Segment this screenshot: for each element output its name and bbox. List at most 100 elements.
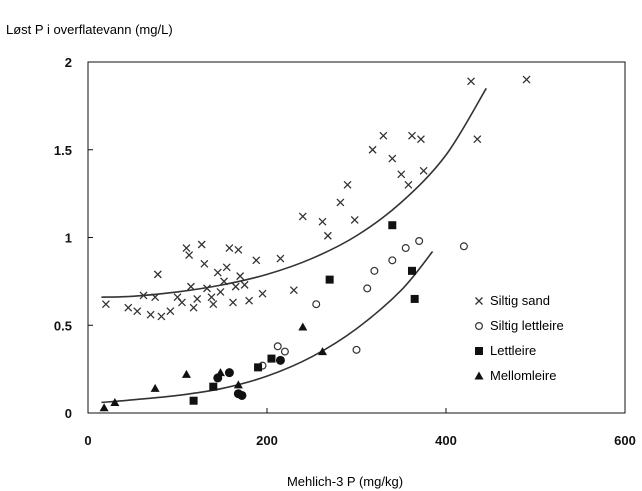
- y-tick-label: 1.5: [54, 143, 72, 158]
- point-circle: [401, 244, 410, 253]
- point-x: [234, 245, 243, 254]
- y-tick-label: 0: [65, 406, 72, 421]
- point-x: [200, 259, 209, 268]
- point-square: [254, 363, 263, 372]
- point-x: [222, 263, 231, 272]
- point-x: [404, 180, 413, 189]
- legend-label: Mellomleire: [490, 368, 556, 383]
- point-x: [197, 240, 206, 249]
- x-tick-label: 200: [256, 433, 278, 448]
- legend-marker-x: [475, 297, 483, 305]
- legend-label: Lettleire: [490, 343, 536, 358]
- point-x: [298, 212, 307, 221]
- point-circle: [273, 342, 282, 351]
- legend-label: Siltig lettleire: [490, 318, 564, 333]
- point-x: [229, 298, 237, 307]
- point-x: [231, 282, 240, 291]
- chart-title: Løst P i overflatevann (mg/L): [6, 22, 173, 37]
- y-tick-label: 2: [65, 55, 72, 70]
- point-circle: [312, 300, 321, 309]
- point-x: [368, 145, 377, 154]
- point-x: [193, 294, 202, 303]
- point-x: [379, 131, 388, 140]
- point-circle: [370, 266, 379, 275]
- point-x: [209, 300, 218, 309]
- point-x: [178, 298, 186, 307]
- point-x: [252, 256, 261, 265]
- x-axis: 0 200 400 600: [84, 408, 636, 448]
- point-filled-circle: [275, 355, 285, 365]
- point-x: [185, 251, 194, 260]
- point-x: [289, 286, 298, 295]
- point-x: [157, 312, 166, 321]
- x-tick-label: 400: [435, 433, 457, 448]
- x-tick-label: 600: [614, 433, 636, 448]
- point-circle: [459, 242, 468, 251]
- data-points: [99, 75, 531, 412]
- plot-area-frame: [87, 61, 626, 414]
- point-x: [146, 310, 155, 319]
- point-x: [101, 300, 110, 309]
- point-x: [276, 254, 285, 263]
- point-circle: [352, 345, 361, 354]
- point-square: [209, 382, 218, 391]
- point-x: [186, 282, 195, 291]
- point-x: [133, 307, 142, 316]
- point-triangle: [99, 403, 109, 412]
- point-x: [350, 215, 359, 224]
- y-axis: 0 0.5 1 1.5 2: [54, 55, 93, 421]
- point-x: [189, 303, 198, 312]
- point-x: [522, 75, 531, 84]
- point-circle: [363, 284, 372, 293]
- point-x: [343, 180, 352, 189]
- point-x: [245, 296, 254, 305]
- point-triangle: [298, 322, 308, 331]
- legend-marker-triangle: [474, 371, 484, 380]
- point-x: [323, 231, 332, 240]
- point-x: [397, 170, 406, 179]
- point-x: [225, 244, 234, 252]
- y-tick-label: 1: [65, 231, 72, 246]
- legend-label: Siltig sand: [490, 293, 550, 308]
- point-x: [203, 284, 211, 293]
- point-square: [325, 275, 334, 284]
- point-x: [220, 277, 228, 286]
- point-triangle: [150, 383, 160, 392]
- point-x: [258, 289, 267, 298]
- point-x: [408, 131, 416, 140]
- point-triangle: [317, 347, 327, 356]
- point-x: [416, 135, 425, 144]
- point-circle: [388, 256, 397, 265]
- point-x: [124, 303, 133, 312]
- trend-line: [101, 87, 487, 298]
- point-x: [166, 307, 175, 316]
- point-x: [216, 287, 225, 296]
- point-circle: [415, 237, 424, 246]
- point-square: [410, 294, 419, 303]
- point-x: [213, 268, 222, 277]
- point-filled-circle: [213, 373, 223, 383]
- point-triangle: [110, 397, 120, 406]
- point-x: [153, 270, 162, 279]
- point-x: [240, 280, 249, 289]
- x-axis-label: Mehlich-3 P (mg/kg): [287, 474, 403, 489]
- point-x: [388, 154, 397, 163]
- legend-marker-circle: [475, 322, 484, 331]
- point-x: [151, 293, 160, 302]
- point-square: [189, 396, 198, 405]
- point-x: [419, 166, 428, 175]
- point-square: [388, 221, 397, 230]
- y-tick-label: 0.5: [54, 318, 72, 333]
- point-circle: [280, 347, 289, 356]
- point-triangle: [181, 369, 191, 378]
- point-x: [139, 291, 148, 300]
- point-square: [407, 266, 416, 275]
- point-x: [473, 135, 482, 144]
- point-square: [267, 354, 276, 363]
- trend-lines: [101, 87, 487, 404]
- point-filled-circle: [224, 368, 234, 378]
- point-filled-circle: [237, 390, 247, 400]
- point-x: [467, 77, 476, 86]
- trend-line: [101, 251, 434, 404]
